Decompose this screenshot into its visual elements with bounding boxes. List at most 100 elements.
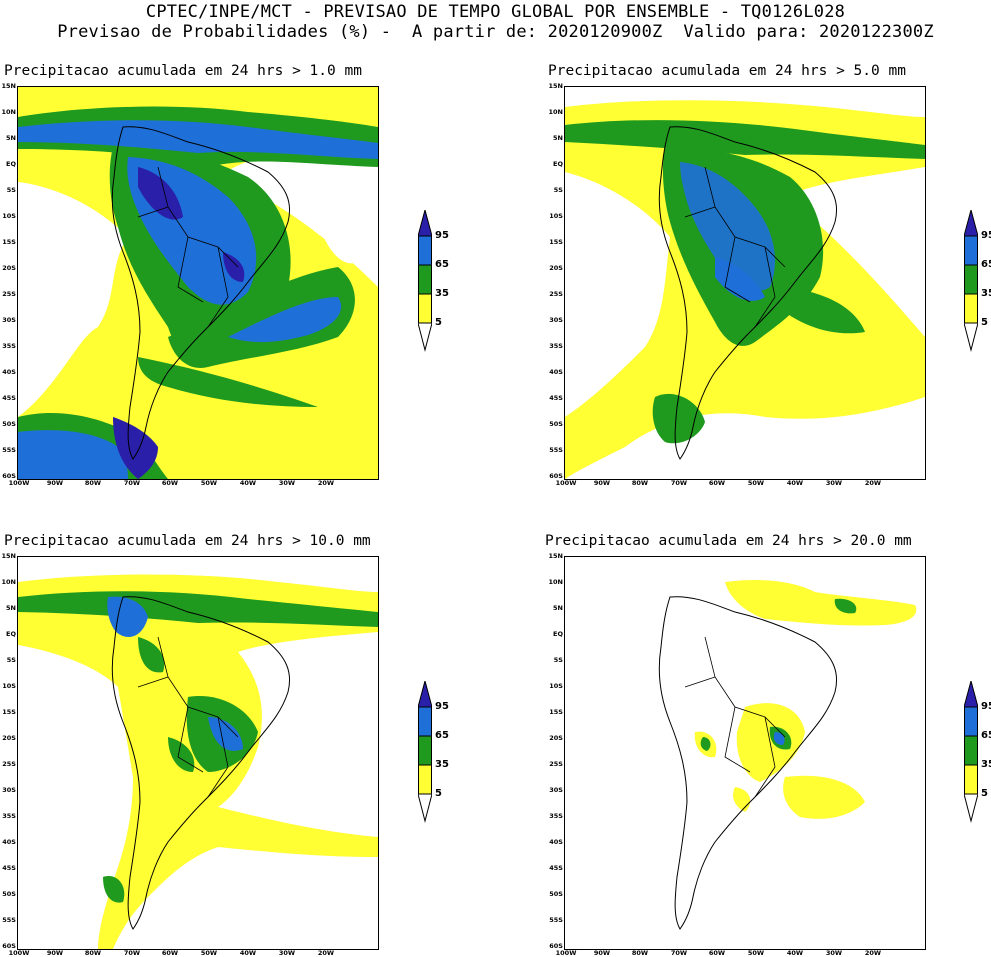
lat-label: 5N (553, 604, 563, 612)
lat-label: 10N (1, 108, 17, 116)
panel-3-map (17, 556, 379, 950)
lon-label: 70W (123, 479, 141, 487)
lat-label: 10N (548, 578, 564, 586)
lon-label: 100W (8, 949, 30, 957)
lon-label: 40W (786, 479, 804, 487)
colorbar-label: 95 (435, 230, 449, 241)
colorbar-label: 5 (981, 788, 988, 799)
lat-label: 10S (549, 212, 563, 220)
lon-label: 60W (161, 479, 179, 487)
lat-label: 25S (2, 760, 16, 768)
lon-label: 40W (786, 949, 804, 957)
lat-label: 15N (1, 552, 17, 560)
lat-label: 15S (549, 708, 563, 716)
colorbar-label: 5 (981, 317, 988, 328)
lon-label: 30W (278, 479, 296, 487)
lat-label: 35S (2, 812, 16, 820)
lon-label: 20W (864, 949, 882, 957)
lat-label: 50S (2, 420, 16, 428)
lat-label: 55S (2, 916, 16, 924)
lon-label: 90W (593, 949, 611, 957)
lat-label: 30S (549, 316, 563, 324)
lat-label: 60S (549, 942, 563, 950)
lat-label: 10N (1, 578, 17, 586)
lon-label: 60W (161, 949, 179, 957)
panel-1-title: Precipitacao acumulada em 24 hrs > 1.0 m… (4, 63, 362, 79)
lon-label: 20W (864, 479, 882, 487)
lon-label: 80W (631, 949, 649, 957)
lat-label: 45S (2, 864, 16, 872)
colorbar-label: 35 (981, 759, 991, 770)
lat-label: 35S (549, 812, 563, 820)
lat-label: 50S (549, 420, 563, 428)
lat-label: 50S (549, 890, 563, 898)
lon-label: 100W (8, 479, 30, 487)
panel-4-title: Precipitacao acumulada em 24 hrs > 20.0 … (545, 533, 912, 549)
lon-label: 30W (278, 949, 296, 957)
colorbar-label: 65 (435, 730, 449, 741)
colorbar-label: 95 (981, 230, 991, 241)
lon-label: 90W (46, 479, 64, 487)
panel-2-title: Precipitacao acumulada em 24 hrs > 5.0 m… (548, 63, 906, 79)
lat-label: 5S (6, 186, 16, 194)
lat-label: 20S (2, 264, 16, 272)
lon-label: 100W (555, 949, 577, 957)
lat-label: 20S (2, 734, 16, 742)
lat-label: 10S (549, 682, 563, 690)
lon-label: 100W (555, 479, 577, 487)
lat-label: 25S (2, 290, 16, 298)
lat-label: 10S (2, 682, 16, 690)
lat-label: 10S (2, 212, 16, 220)
lat-label: 5S (553, 186, 563, 194)
lat-label: 5N (553, 134, 563, 142)
lat-label: 15S (549, 238, 563, 246)
lat-label: 50S (2, 890, 16, 898)
lat-label: 35S (2, 342, 16, 350)
lon-label: 60W (708, 949, 726, 957)
lon-label: 60W (708, 479, 726, 487)
lon-label: 50W (200, 479, 218, 487)
lon-label: 80W (631, 479, 649, 487)
lon-label: 70W (670, 479, 688, 487)
lat-label: 55S (2, 446, 16, 454)
lat-label: EQ (6, 630, 16, 638)
lat-label: EQ (553, 630, 563, 638)
lat-label: 45S (549, 864, 563, 872)
lat-label: 5N (6, 604, 16, 612)
colorbar-label: 65 (981, 730, 991, 741)
colorbar-label: 5 (435, 788, 442, 799)
lat-label: 15N (548, 82, 564, 90)
lat-label: 15S (2, 238, 16, 246)
colorbar-label: 35 (435, 288, 449, 299)
lon-label: 40W (239, 479, 257, 487)
lon-label: 80W (84, 949, 102, 957)
figure-title-line2: Previsao de Probabilidades (%) - A parti… (57, 22, 934, 42)
lat-label: 15N (1, 82, 17, 90)
lat-label: 25S (549, 760, 563, 768)
lat-label: EQ (6, 160, 16, 168)
colorbar-label: 95 (981, 701, 991, 712)
lat-label: 45S (2, 394, 16, 402)
lon-label: 90W (46, 949, 64, 957)
lon-label: 40W (239, 949, 257, 957)
panel-3-title: Precipitacao acumulada em 24 hrs > 10.0 … (4, 533, 371, 549)
colorbar-label: 95 (435, 701, 449, 712)
lon-label: 50W (200, 949, 218, 957)
lon-label: 20W (317, 949, 335, 957)
panel-4-map (564, 556, 926, 950)
lat-label: 10N (548, 108, 564, 116)
lat-label: 60S (549, 472, 563, 480)
lat-label: 20S (549, 264, 563, 272)
lon-label: 50W (747, 949, 765, 957)
lat-label: 5S (6, 656, 16, 664)
lon-label: 90W (593, 479, 611, 487)
lat-label: 40S (549, 838, 563, 846)
panel-1-map (17, 86, 379, 480)
lat-label: 15S (2, 708, 16, 716)
colorbar-label: 35 (435, 759, 449, 770)
lat-label: 5N (6, 134, 16, 142)
lat-label: 35S (549, 342, 563, 350)
lat-label: EQ (553, 160, 563, 168)
lon-label: 20W (317, 479, 335, 487)
lat-label: 40S (2, 368, 16, 376)
